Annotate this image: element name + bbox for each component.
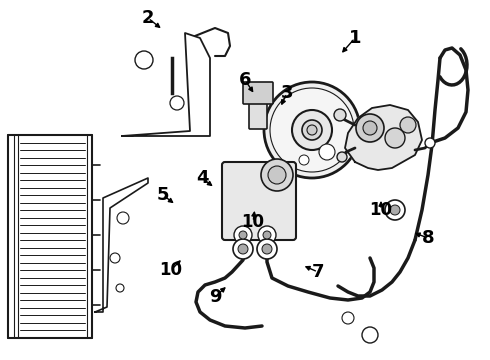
- Circle shape: [258, 226, 276, 244]
- Circle shape: [307, 125, 317, 135]
- Text: 5: 5: [157, 186, 169, 204]
- Circle shape: [319, 144, 335, 160]
- Text: 4: 4: [196, 169, 208, 187]
- Circle shape: [390, 205, 400, 215]
- Circle shape: [400, 117, 416, 133]
- Circle shape: [299, 155, 309, 165]
- FancyBboxPatch shape: [222, 162, 296, 240]
- Circle shape: [257, 239, 277, 259]
- Circle shape: [302, 120, 322, 140]
- Circle shape: [425, 138, 435, 148]
- Circle shape: [268, 166, 286, 184]
- Circle shape: [110, 253, 120, 263]
- Circle shape: [170, 96, 184, 110]
- Circle shape: [334, 109, 346, 121]
- Circle shape: [234, 226, 252, 244]
- Circle shape: [233, 239, 253, 259]
- Circle shape: [356, 114, 384, 142]
- Circle shape: [263, 231, 271, 239]
- Circle shape: [116, 284, 124, 292]
- Circle shape: [385, 200, 405, 220]
- Text: 6: 6: [239, 71, 251, 89]
- FancyBboxPatch shape: [243, 82, 273, 104]
- Circle shape: [117, 212, 129, 224]
- Circle shape: [292, 110, 332, 150]
- Text: 9: 9: [209, 288, 221, 306]
- Circle shape: [385, 128, 405, 148]
- Circle shape: [264, 82, 360, 178]
- Circle shape: [342, 312, 354, 324]
- Circle shape: [135, 51, 153, 69]
- Polygon shape: [95, 178, 148, 312]
- Circle shape: [363, 121, 377, 135]
- Circle shape: [239, 231, 247, 239]
- Polygon shape: [345, 105, 422, 170]
- FancyBboxPatch shape: [249, 99, 267, 129]
- Circle shape: [337, 152, 347, 162]
- Circle shape: [262, 244, 272, 254]
- Text: 3: 3: [281, 84, 293, 102]
- Text: 10: 10: [242, 213, 265, 231]
- Circle shape: [261, 159, 293, 191]
- Circle shape: [238, 244, 248, 254]
- Text: 1: 1: [349, 29, 361, 47]
- Circle shape: [362, 327, 378, 343]
- Text: 8: 8: [422, 229, 434, 247]
- Text: 7: 7: [312, 263, 324, 281]
- Text: 2: 2: [142, 9, 154, 27]
- Text: 10: 10: [160, 261, 182, 279]
- Polygon shape: [122, 33, 210, 136]
- Circle shape: [270, 88, 354, 172]
- Text: 10: 10: [369, 201, 392, 219]
